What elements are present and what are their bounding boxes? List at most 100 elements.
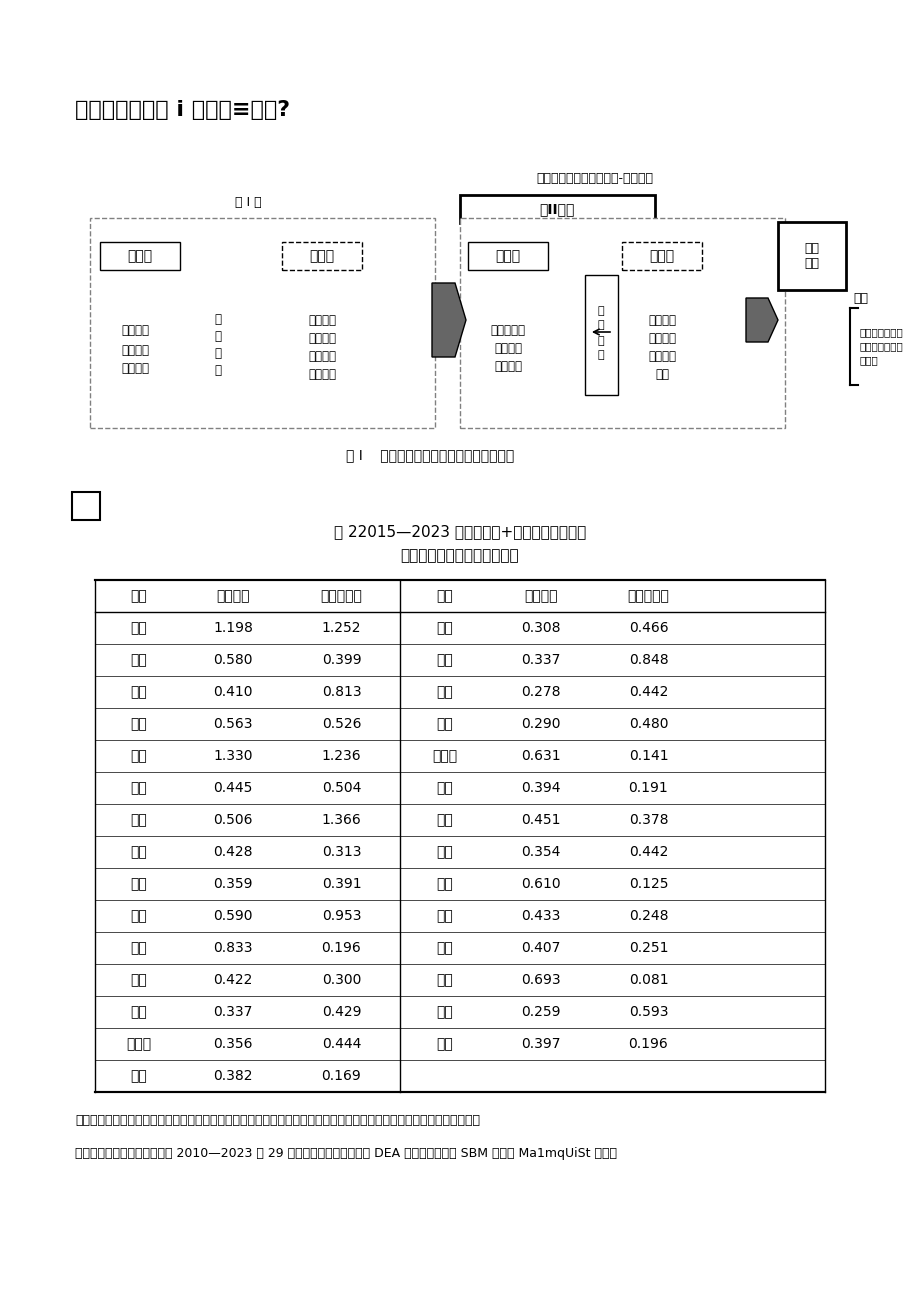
Text: 基本诉求
一致，对
征管需求
增加: 基本诉求 一致，对 征管需求 增加: [647, 315, 675, 381]
Text: 双数字效率: 双数字效率: [627, 589, 669, 602]
Text: 0.466: 0.466: [628, 621, 667, 635]
Text: 0.444: 0.444: [322, 1037, 361, 1051]
Bar: [460, 195, 654, 222]
Text: 0.428: 0.428: [213, 846, 253, 859]
Text: 广西: 广西: [437, 781, 453, 795]
Text: 1.366: 1.366: [322, 813, 361, 827]
Bar: [621, 242, 701, 271]
Text: 黑龙江: 黑龙江: [126, 1037, 152, 1051]
Text: 0.196: 0.196: [322, 941, 361, 955]
Text: 内蒙古: 内蒙古: [432, 749, 457, 762]
Text: 天津: 天津: [130, 653, 147, 667]
Text: 山东: 山东: [130, 877, 147, 891]
Text: 0.382: 0.382: [213, 1069, 253, 1082]
Text: 贵州: 贵州: [437, 877, 453, 891]
Text: 0.451: 0.451: [521, 813, 561, 827]
Text: 0.290: 0.290: [521, 717, 561, 731]
Text: 省份: 省份: [437, 589, 453, 602]
Bar: [100, 242, 180, 271]
Text: 传统税收
征管模式
难以匹配: 传统税收 征管模式 难以匹配: [121, 324, 149, 376]
Text: 0.442: 0.442: [628, 686, 667, 699]
Text: 0.407: 0.407: [521, 941, 560, 955]
Text: 传统效率: 传统效率: [216, 589, 249, 602]
Text: 四川: 四川: [437, 846, 453, 859]
Text: 福建: 福建: [130, 846, 147, 859]
Text: 江苏: 江苏: [130, 781, 147, 795]
Text: 在数字生态下，
助于排除冗余，
同增效: 在数字生态下， 助于排除冗余， 同增效: [859, 327, 902, 366]
Text: 0.590: 0.590: [213, 909, 253, 922]
Text: 0.337: 0.337: [521, 653, 560, 667]
Text: 0.248: 0.248: [628, 909, 667, 922]
Text: 征管方: 征管方: [128, 248, 153, 263]
Text: 0.442: 0.442: [628, 846, 667, 859]
Text: 表 22015—2023 年数字经济+数字政府背景下的: 表 22015—2023 年数字经济+数字政府背景下的: [334, 524, 585, 540]
Text: 河南: 河南: [437, 686, 453, 699]
Text: 纳税方: 纳税方: [309, 248, 335, 263]
Text: 海南: 海南: [130, 941, 147, 955]
Text: 0.278: 0.278: [521, 686, 561, 699]
Text: 0.506: 0.506: [213, 813, 253, 827]
Text: 0.300: 0.300: [322, 973, 361, 987]
Text: 0.081: 0.081: [628, 973, 667, 987]
Text: 0.125: 0.125: [628, 877, 667, 891]
Bar: [460, 219, 784, 428]
Text: 0.308: 0.308: [521, 621, 561, 635]
Text: 青海: 青海: [130, 1069, 147, 1082]
Text: 北京: 北京: [130, 621, 147, 635]
Text: 用庆: 用庆: [437, 813, 453, 827]
Text: 数字化技术赋能卜的企业-税务框架: 数字化技术赋能卜的企业-税务框架: [536, 172, 652, 185]
Text: 吉林: 吉林: [130, 1004, 147, 1019]
Text: 云南: 云南: [437, 909, 453, 922]
Text: 征管方: 征管方: [495, 248, 520, 263]
Text: 0.526: 0.526: [322, 717, 361, 731]
Text: 0.391: 0.391: [322, 877, 361, 891]
Text: 第II阶段: 第II阶段: [539, 202, 574, 216]
Text: 0.378: 0.378: [628, 813, 667, 827]
Text: 0.196: 0.196: [628, 1037, 667, 1051]
Text: 数字
经济: 数字 经济: [803, 242, 819, 271]
Polygon shape: [745, 298, 777, 342]
Text: 诉
求: 诉 求: [597, 337, 604, 359]
Text: 序
贯
依
赖: 序 贯 依 赖: [214, 314, 221, 377]
Text: 1.236: 1.236: [322, 749, 361, 762]
Text: 0.429: 0.429: [322, 1004, 361, 1019]
Text: 0.480: 0.480: [628, 717, 667, 731]
Text: 税收征管效率。文章选取我国 2010—2023 年 29 个省份的面板数据，运用 DEA 方法中的超效率 SBM 模型和 Ma1mqUiSt 指数对: 税收征管效率。文章选取我国 2010—2023 年 29 个省份的面板数据，运用…: [75, 1147, 617, 1160]
Text: 省份: 省份: [130, 589, 147, 602]
Text: 双
向: 双 向: [597, 307, 604, 329]
Text: 上海: 上海: [130, 749, 147, 762]
Bar: [72, 492, 100, 520]
Text: 0.504: 0.504: [322, 781, 361, 795]
Text: 企业组织
生产和经
着管理数
字化转型: 企业组织 生产和经 着管理数 字化转型: [308, 315, 335, 381]
Bar: [777, 222, 845, 290]
Text: 甘肃: 甘肃: [437, 973, 453, 987]
Text: 数字化何以新我 i 脱收征≡库吗?: 数字化何以新我 i 脱收征≡库吗?: [75, 100, 289, 120]
Bar: [90, 219, 435, 428]
Text: 图 I    数字化技术赋能下的企业一税务框架: 图 I 数字化技术赋能下的企业一税务框架: [346, 448, 514, 462]
Text: 传统效率: 传统效率: [524, 589, 557, 602]
Text: 浙江: 浙江: [130, 813, 147, 827]
Text: ［摘要］数字化技术的发展不仅赋能传统产业加快数字化转型，而且赋能政务部门从传统治理向数字治理转变，进而影响了: ［摘要］数字化技术的发展不仅赋能传统产业加快数字化转型，而且赋能政务部门从传统治…: [75, 1114, 480, 1127]
Text: 0.399: 0.399: [322, 653, 361, 667]
Text: 辽宁: 辽宁: [130, 717, 147, 731]
Text: 陕西: 陕西: [437, 941, 453, 955]
Text: 纳税方: 纳税方: [649, 248, 674, 263]
Text: 安徽: 安徽: [437, 621, 453, 635]
Bar: [282, 242, 361, 271]
Text: 湖南: 湖南: [437, 1004, 453, 1019]
Text: 双数字效率: 双数字效率: [320, 589, 362, 602]
Text: 0.610: 0.610: [521, 877, 561, 891]
Text: 各地区静态税收征管效率均伯: 各地区静态税收征管效率均伯: [401, 549, 518, 563]
Text: 第 I 阶: 第 I 阶: [234, 196, 261, 209]
Text: 0.693: 0.693: [521, 973, 561, 987]
Text: 0.563: 0.563: [213, 717, 253, 731]
Text: 0.593: 0.593: [628, 1004, 667, 1019]
Text: 0.580: 0.580: [213, 653, 253, 667]
Text: 0.410: 0.410: [213, 686, 253, 699]
Text: 0.359: 0.359: [213, 877, 253, 891]
Text: 1.198: 1.198: [213, 621, 253, 635]
Text: 江西: 江西: [437, 653, 453, 667]
Polygon shape: [432, 284, 466, 356]
Text: 山西: 山西: [130, 973, 147, 987]
Text: 广东: 广东: [130, 909, 147, 922]
